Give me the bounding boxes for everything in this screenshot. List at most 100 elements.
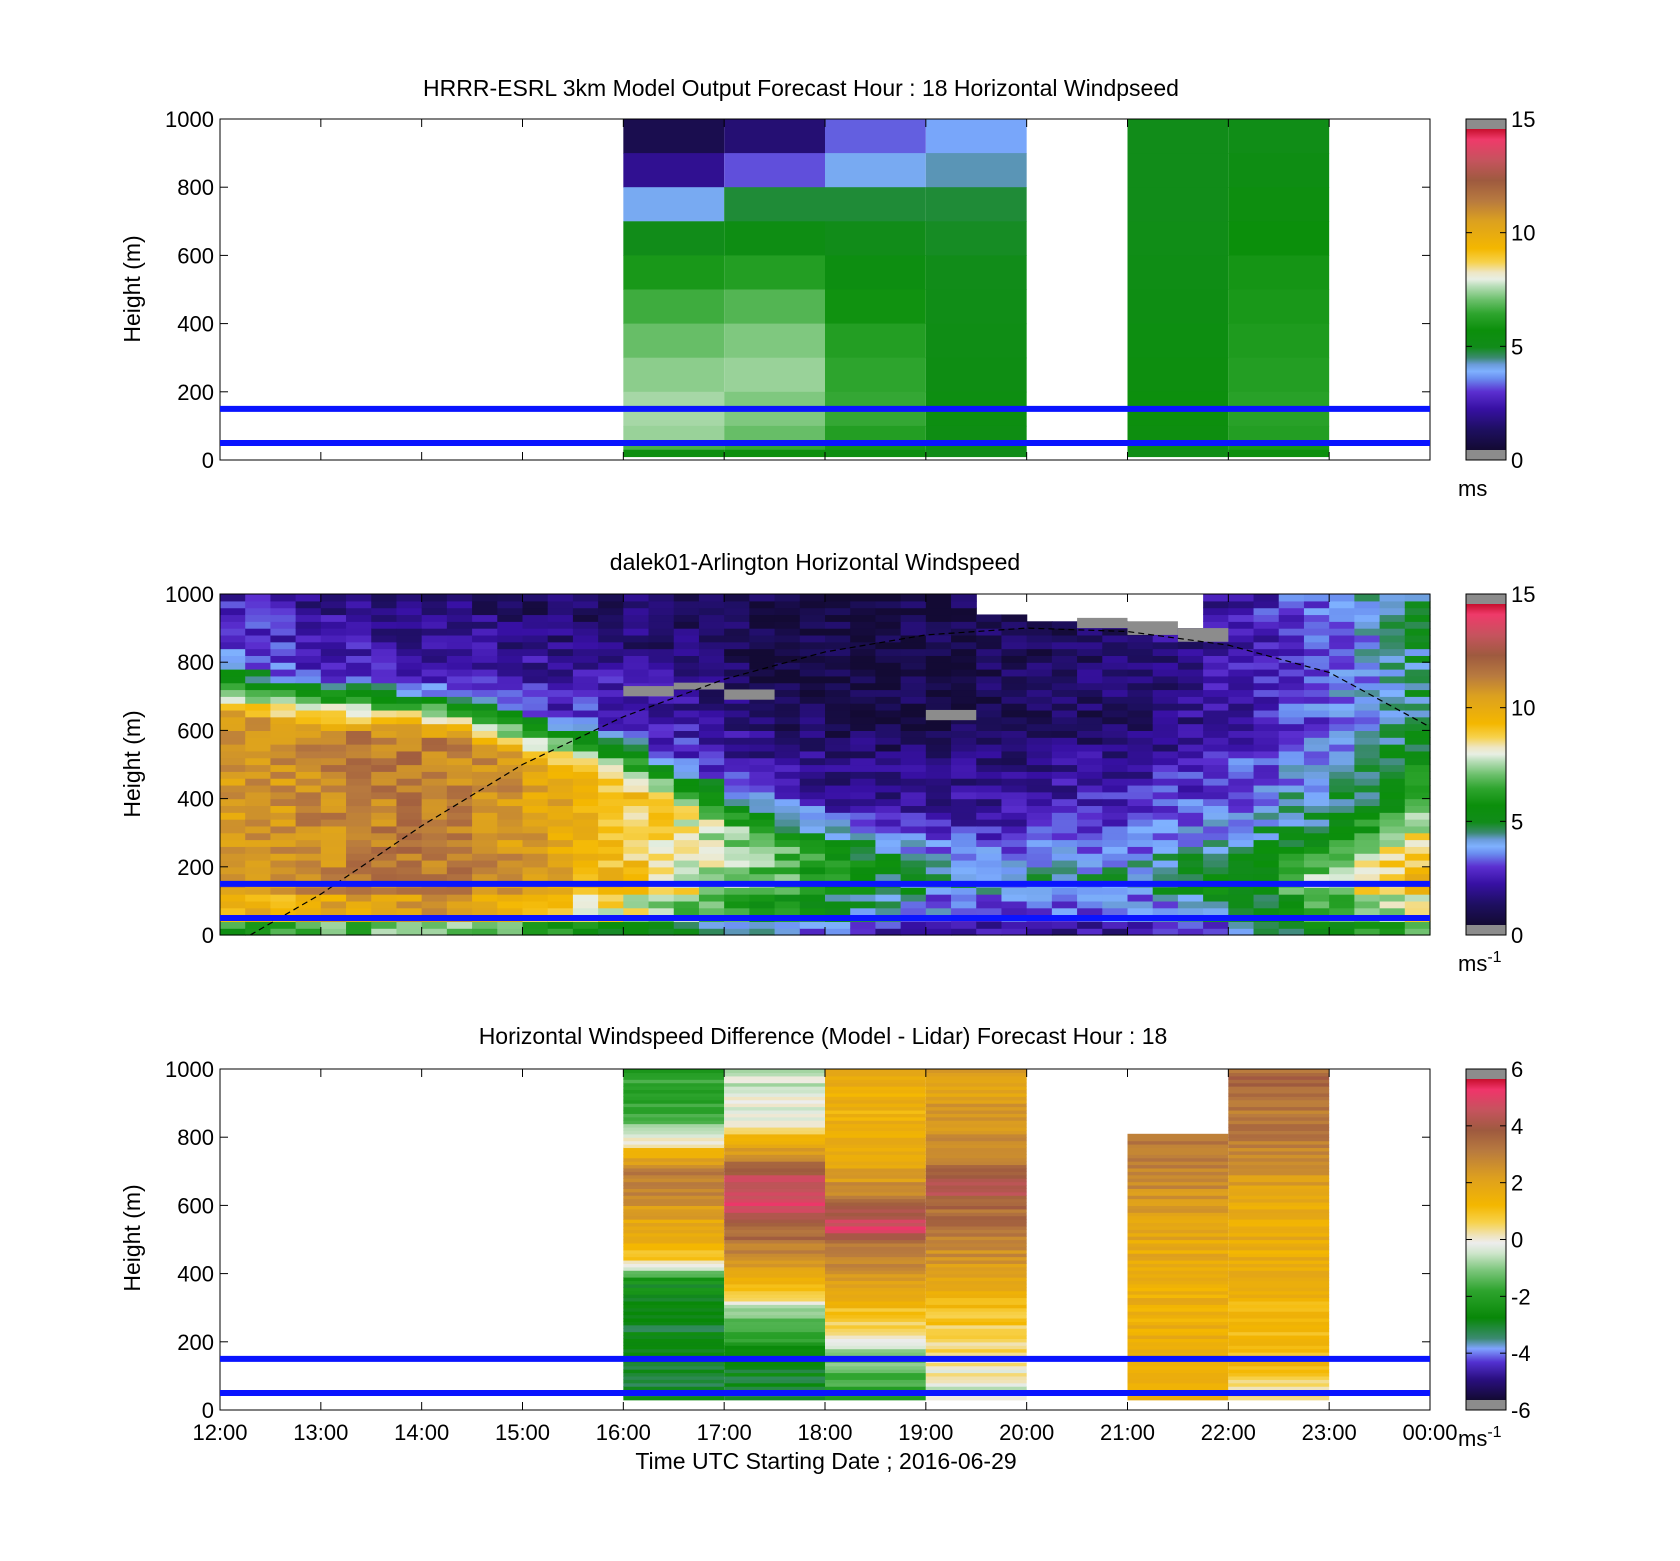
lidar-cell bbox=[799, 621, 826, 629]
lidar-cell bbox=[774, 798, 801, 807]
lidar-cell bbox=[1001, 730, 1028, 738]
lidar-cell bbox=[673, 784, 700, 793]
lidar-cell bbox=[875, 791, 902, 800]
lidar-cell bbox=[497, 750, 524, 759]
lidar-cell bbox=[598, 825, 624, 834]
lidar-cell bbox=[320, 696, 347, 704]
lidar-cell bbox=[825, 928, 851, 936]
lidar-cell bbox=[346, 600, 372, 609]
lidar-cell bbox=[1278, 723, 1305, 731]
difference-cell bbox=[925, 1311, 1027, 1316]
lidar-cell bbox=[900, 900, 927, 909]
lidar-cell bbox=[396, 887, 423, 895]
difference-cell bbox=[724, 1167, 825, 1172]
lidar-cell bbox=[371, 832, 398, 841]
lidar-cell bbox=[270, 689, 297, 697]
lidar-cell bbox=[522, 825, 549, 834]
lidar-cell bbox=[1329, 737, 1355, 745]
lidar-cell bbox=[1152, 757, 1179, 766]
lidar-cell bbox=[371, 921, 398, 929]
lidar-cell bbox=[749, 662, 776, 670]
lidar-cell bbox=[371, 805, 398, 813]
model-cell bbox=[623, 449, 725, 458]
lidar-cell bbox=[1152, 825, 1179, 834]
lidar-cell bbox=[799, 798, 826, 807]
lidar-cell bbox=[446, 921, 473, 929]
lidar-cell bbox=[1001, 648, 1028, 656]
panel-model-ylabel: Height (m) bbox=[119, 235, 145, 342]
lidar-cell bbox=[900, 634, 927, 643]
difference-cell bbox=[1228, 1249, 1330, 1254]
lidar-cell bbox=[220, 894, 246, 902]
lidar-cell bbox=[925, 887, 952, 895]
difference-cell bbox=[825, 1375, 926, 1380]
lidar-cell bbox=[673, 853, 700, 861]
lidar-cell bbox=[1354, 853, 1381, 861]
lidar-cell bbox=[245, 832, 272, 841]
lidar-cell bbox=[295, 819, 322, 827]
lidar-cell bbox=[371, 689, 398, 697]
lidar-cell bbox=[346, 594, 372, 602]
lidar-cell bbox=[1026, 928, 1053, 936]
lidar-cell bbox=[976, 648, 1003, 656]
lidar-cell bbox=[1253, 744, 1280, 752]
difference-cell bbox=[1127, 1232, 1229, 1237]
lidar-cell bbox=[320, 921, 347, 929]
difference-cell bbox=[1228, 1103, 1330, 1108]
lidar-cell bbox=[875, 614, 902, 622]
lidar-cell bbox=[1354, 696, 1381, 704]
lidar-cell bbox=[698, 614, 725, 622]
lidar-cell bbox=[648, 846, 675, 854]
lidar-cell bbox=[598, 709, 624, 718]
lidar-cell bbox=[522, 709, 549, 718]
lidar-cell bbox=[1404, 628, 1431, 636]
difference-cell bbox=[623, 1167, 725, 1172]
lidar-cell bbox=[1253, 921, 1280, 929]
lidar-cell bbox=[1001, 689, 1028, 697]
lidar-cell bbox=[648, 928, 675, 936]
difference-cell bbox=[1127, 1215, 1229, 1220]
lidar-cell bbox=[220, 873, 246, 882]
difference-cell bbox=[925, 1362, 1027, 1367]
lidar-cell bbox=[1077, 853, 1103, 861]
lidar-cell bbox=[1001, 832, 1028, 841]
lidar-cell bbox=[572, 594, 599, 602]
lidar-cell bbox=[270, 819, 297, 827]
lidar-cell bbox=[572, 621, 599, 629]
lidar-cell bbox=[270, 723, 297, 731]
lidar-cell bbox=[1127, 784, 1154, 793]
lidar-cell bbox=[1404, 655, 1431, 663]
lidar-cell bbox=[547, 798, 574, 807]
lidar-cell bbox=[598, 839, 624, 847]
lidar-cell bbox=[1152, 709, 1179, 718]
lidar-cell bbox=[1379, 853, 1406, 861]
lidar-cell bbox=[371, 675, 398, 684]
lidar-cell bbox=[1077, 873, 1103, 882]
lidar-cell bbox=[1354, 764, 1381, 772]
difference-cell bbox=[825, 1273, 926, 1278]
lidar-cell bbox=[522, 798, 549, 807]
lidar-cell bbox=[497, 873, 524, 882]
lidar-cell bbox=[1404, 859, 1431, 868]
difference-cell bbox=[825, 1300, 926, 1305]
lidar-cell bbox=[749, 628, 776, 636]
difference-cell bbox=[724, 1082, 825, 1087]
missing-cell bbox=[1177, 628, 1229, 642]
difference-cell bbox=[724, 1109, 825, 1114]
lidar-cell bbox=[1177, 798, 1204, 807]
lidar-cell bbox=[1278, 703, 1305, 711]
difference-cell bbox=[1228, 1369, 1330, 1374]
difference-cell bbox=[825, 1079, 926, 1084]
lidar-cell bbox=[320, 675, 347, 684]
lidar-cell bbox=[547, 703, 574, 711]
lidar-cell bbox=[774, 662, 801, 670]
lidar-cell bbox=[951, 764, 977, 772]
lidar-cell bbox=[396, 928, 423, 936]
difference-cell bbox=[724, 1150, 825, 1155]
lidar-cell bbox=[547, 784, 574, 793]
lidar-cell bbox=[1228, 669, 1255, 677]
lidar-cell bbox=[1228, 716, 1255, 725]
lidar-cell bbox=[825, 737, 851, 745]
lidar-cell bbox=[1203, 900, 1229, 909]
lidar-cell bbox=[1379, 846, 1406, 854]
